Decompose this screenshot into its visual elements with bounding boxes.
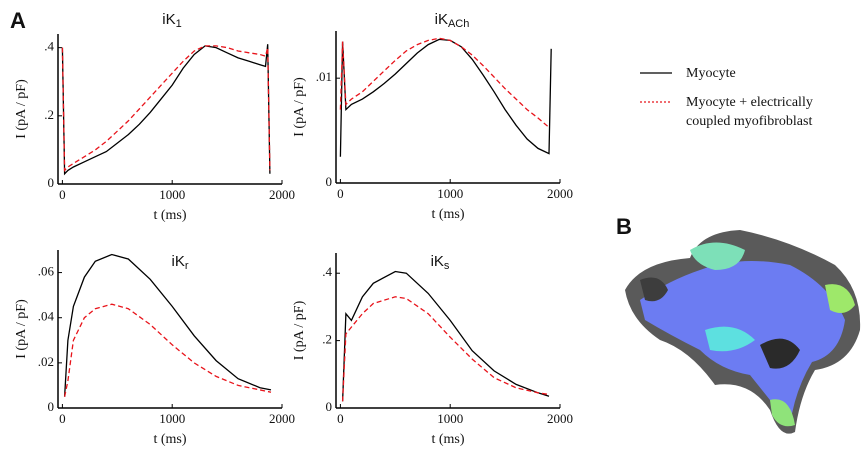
x-tick-label: 1000 (159, 411, 185, 426)
x-tick-label: 0 (59, 187, 66, 202)
data-line (61, 44, 271, 176)
x-axis-label: t (ms) (153, 432, 186, 447)
title-subscript: 1 (176, 18, 182, 30)
heart-image (625, 230, 861, 434)
y-tick-label: .01 (316, 69, 332, 84)
legend-label: Myocyte + electrically coupled myofibrob… (686, 95, 813, 129)
panel-label: A (10, 8, 26, 33)
data-line (63, 253, 272, 397)
x-tick-label: 2000 (269, 411, 295, 426)
y-tick-label: .04 (38, 309, 55, 324)
title-main: iK (431, 253, 444, 270)
y-tick-label: .2 (322, 332, 332, 347)
y-tick-label: 0 (48, 175, 55, 190)
y-tick-label: .4 (44, 39, 54, 54)
legend-label: Myocyte (686, 66, 736, 81)
x-tick-label: 1000 (437, 411, 463, 426)
title-subscript: r (185, 260, 189, 272)
y-tick-label: .2 (44, 107, 54, 122)
data-line (63, 303, 272, 397)
y-tick-label: .4 (322, 264, 332, 279)
y-axis-label: I (pA / pF) (292, 77, 307, 137)
x-axis-label: t (ms) (153, 208, 186, 223)
x-axis-label: t (ms) (431, 432, 464, 447)
title-subscript: s (444, 260, 450, 272)
x-tick-label: 1000 (159, 187, 185, 202)
data-line (341, 296, 550, 402)
data-line (339, 38, 552, 157)
y-tick-label: 0 (48, 399, 55, 414)
x-axis-label: t (ms) (431, 207, 464, 222)
chart-title: iKr (171, 253, 188, 272)
chart-title: iKACh (435, 11, 470, 30)
y-axis-label: I (pA / pF) (14, 299, 29, 359)
title-main: iK (435, 11, 448, 28)
data-line (341, 270, 550, 402)
chart-title: iKs (431, 253, 450, 272)
y-tick-label: .02 (38, 354, 54, 369)
chart-title: iK1 (162, 11, 181, 30)
data-line (61, 45, 271, 172)
x-tick-label: 0 (337, 411, 344, 426)
x-tick-label: 1000 (437, 186, 463, 201)
y-tick-label: 0 (326, 174, 333, 189)
title-subscript: ACh (448, 18, 469, 30)
y-tick-label: .06 (38, 264, 55, 279)
y-axis-label: I (pA / pF) (14, 79, 29, 139)
title-main: iK (171, 253, 184, 270)
x-tick-label: 0 (59, 411, 66, 426)
data-line (339, 37, 550, 128)
panel-label: B (616, 214, 632, 239)
title-main: iK (162, 11, 175, 28)
x-tick-label: 2000 (547, 186, 573, 201)
y-axis-label: I (pA / pF) (292, 300, 307, 360)
x-tick-label: 2000 (547, 411, 573, 426)
y-tick-label: 0 (326, 399, 333, 414)
x-tick-label: 2000 (269, 187, 295, 202)
x-tick-label: 0 (337, 186, 344, 201)
